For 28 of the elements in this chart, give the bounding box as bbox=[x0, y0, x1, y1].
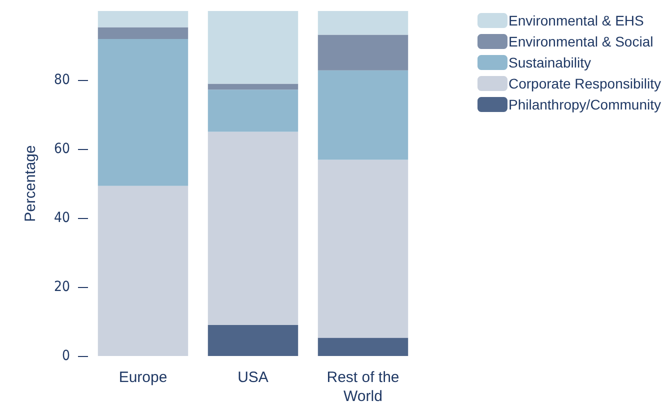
legend-label: Philanthropy/Community bbox=[508, 96, 661, 112]
bar bbox=[208, 132, 298, 325]
y-tick-label: 0 bbox=[62, 348, 70, 364]
x-tick-label: Europe bbox=[118, 369, 168, 386]
bar bbox=[208, 90, 298, 132]
legend-label: Environmental & Social bbox=[508, 34, 654, 50]
bar bbox=[98, 186, 188, 356]
legend-label: Sustainability bbox=[508, 54, 591, 70]
x-tick-label: Rest of the World bbox=[326, 369, 400, 405]
bar bbox=[98, 11, 188, 28]
bar bbox=[98, 27, 188, 39]
bar bbox=[318, 11, 408, 35]
bar bbox=[98, 38, 188, 186]
bar bbox=[208, 84, 298, 90]
bar bbox=[318, 34, 408, 70]
bar bbox=[208, 11, 298, 84]
y-tick-label: 20 bbox=[54, 279, 70, 295]
legend-label: Corporate Responsibility bbox=[508, 76, 662, 92]
bar bbox=[318, 70, 408, 160]
y-tick-label: 80 bbox=[54, 72, 70, 88]
y-tick-label: 40 bbox=[54, 210, 70, 226]
bar bbox=[208, 324, 298, 356]
legend-label: Environmental & EHS bbox=[508, 12, 644, 28]
y-axis-title: Percentage bbox=[22, 145, 39, 222]
bar bbox=[318, 160, 408, 338]
y-tick-label: 60 bbox=[54, 141, 70, 157]
bar bbox=[318, 338, 408, 356]
x-tick-label: USA bbox=[238, 369, 268, 386]
